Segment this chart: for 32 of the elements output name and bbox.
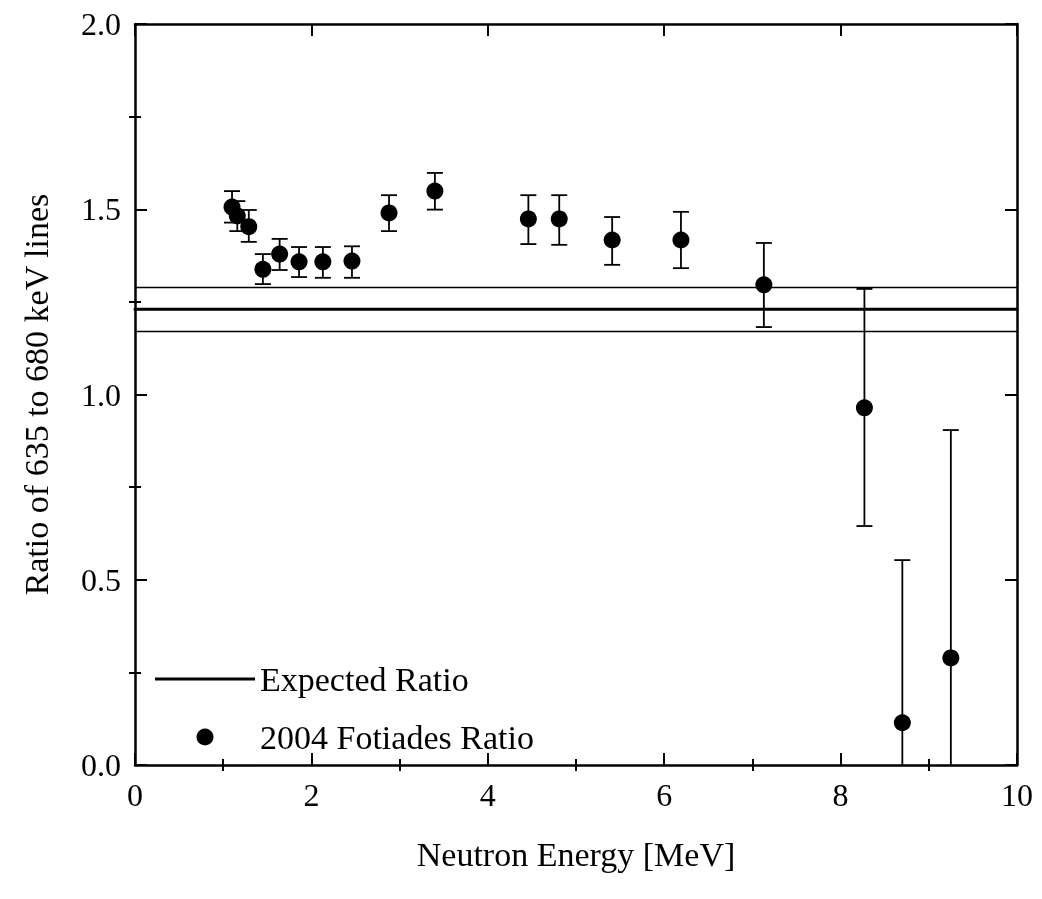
point	[271, 245, 289, 263]
point	[314, 253, 332, 271]
y-tick-label: 1.5	[81, 191, 121, 228]
point	[672, 231, 690, 249]
x-axis-title: Neutron Energy [MeV]	[416, 835, 736, 873]
y-axis-title: Ratio of 635 to 680 keV lines	[17, 193, 55, 596]
y-tick-label: 1.0	[81, 376, 121, 413]
point	[603, 231, 621, 249]
x-tick-label: 6	[656, 777, 673, 813]
y-tick-label: 0.0	[81, 747, 121, 783]
point	[290, 253, 308, 271]
point	[755, 276, 773, 294]
x-tick-label: 4	[479, 777, 496, 813]
point	[942, 649, 960, 667]
point	[228, 207, 246, 225]
legend-label: Expected Ratio	[260, 660, 469, 698]
point	[254, 260, 272, 278]
x-tick-label: 10	[1001, 777, 1033, 813]
y-tick-label: 0.5	[81, 561, 121, 598]
x-tick-label: 2	[303, 777, 320, 813]
point	[519, 210, 537, 228]
x-tick-label: 8	[832, 777, 849, 813]
point	[240, 218, 258, 236]
y-tick-label: 2.0	[81, 6, 121, 42]
point	[855, 399, 873, 417]
point	[893, 714, 911, 732]
point	[550, 210, 568, 228]
legend-label: 2004 Fotiades Ratio	[260, 718, 534, 756]
point	[426, 182, 444, 200]
point	[380, 204, 398, 222]
x-tick-label: 0	[127, 777, 143, 813]
point	[343, 252, 361, 270]
